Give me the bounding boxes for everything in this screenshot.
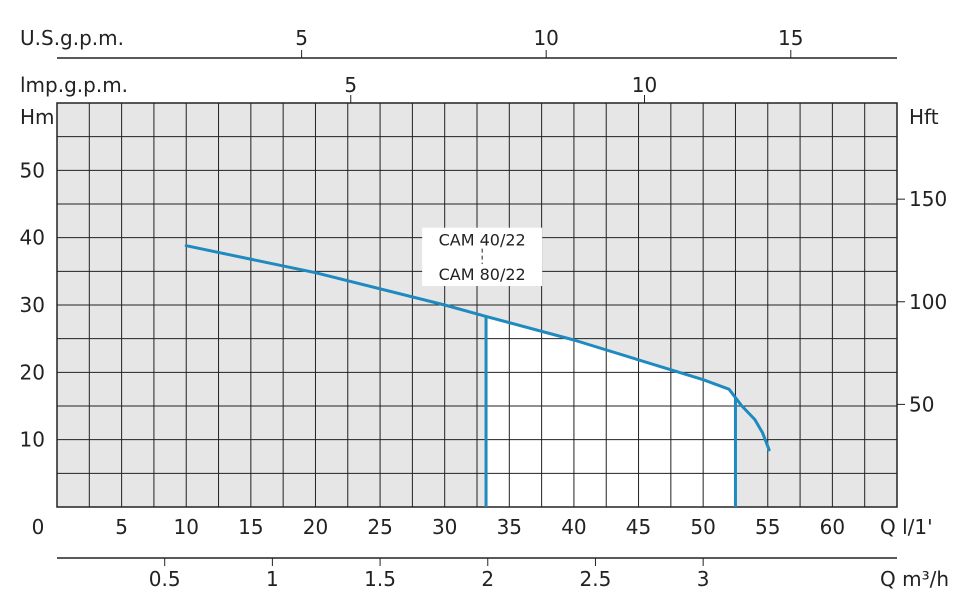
x-tick-label: 15 xyxy=(238,515,263,539)
y-right-tick-label: 50 xyxy=(909,392,934,416)
y-left-tick-label: 50 xyxy=(20,158,45,182)
m3h-tick-label: 2.5 xyxy=(580,567,612,591)
m3h-tick-label: 1.5 xyxy=(364,567,396,591)
x-tick-label: 30 xyxy=(432,515,457,539)
usgpm-axis-label: U.S.g.p.m. xyxy=(20,26,124,50)
impgpm-axis-label: lmp.g.p.m. xyxy=(20,73,128,97)
x-tick-label: 60 xyxy=(820,515,845,539)
model-label-1: CAM 40/22 xyxy=(439,231,526,250)
m3h-axis-label: Q m³/h xyxy=(880,567,949,591)
x-tick-label: 10 xyxy=(174,515,199,539)
m3h-tick-label: 1 xyxy=(266,567,279,591)
m3h-tick-label: 2 xyxy=(481,567,494,591)
operating-area xyxy=(486,316,736,507)
y-axis-left-label: Hm xyxy=(20,105,55,129)
x-tick-label: 25 xyxy=(367,515,392,539)
usgpm-tick-label: 10 xyxy=(533,26,558,50)
m3h-tick-label: 0.5 xyxy=(149,567,181,591)
model-label-2: CAM 80/22 xyxy=(439,265,526,284)
y-right-tick-label: 100 xyxy=(909,290,947,314)
x-tick-label: 55 xyxy=(755,515,780,539)
y-left-tick-label: 20 xyxy=(20,360,45,384)
x-tick-label: 5 xyxy=(115,515,128,539)
y-left-tick-label: 10 xyxy=(20,428,45,452)
x-tick-label: 45 xyxy=(626,515,651,539)
m3h-tick-label: 3 xyxy=(697,567,710,591)
x-axis-label: Q l/1' xyxy=(880,515,933,539)
y-axis-right-label: Hft xyxy=(909,105,939,129)
impgpm-tick-label: 5 xyxy=(344,73,357,97)
x-tick-label: 0 xyxy=(32,515,45,539)
plot-frame xyxy=(56,102,898,508)
y-left-tick-label: 40 xyxy=(20,226,45,250)
usgpm-tick-label: 5 xyxy=(295,26,308,50)
x-tick-label: 35 xyxy=(497,515,522,539)
y-right-tick-label: 150 xyxy=(909,187,947,211)
x-tick-label: 40 xyxy=(561,515,586,539)
y-left-tick-label: 30 xyxy=(20,293,45,317)
x-tick-label: 50 xyxy=(690,515,715,539)
usgpm-tick-label: 15 xyxy=(778,26,803,50)
x-tick-label: 20 xyxy=(303,515,328,539)
pump-curve xyxy=(184,244,771,452)
impgpm-tick-label: 10 xyxy=(632,73,657,97)
